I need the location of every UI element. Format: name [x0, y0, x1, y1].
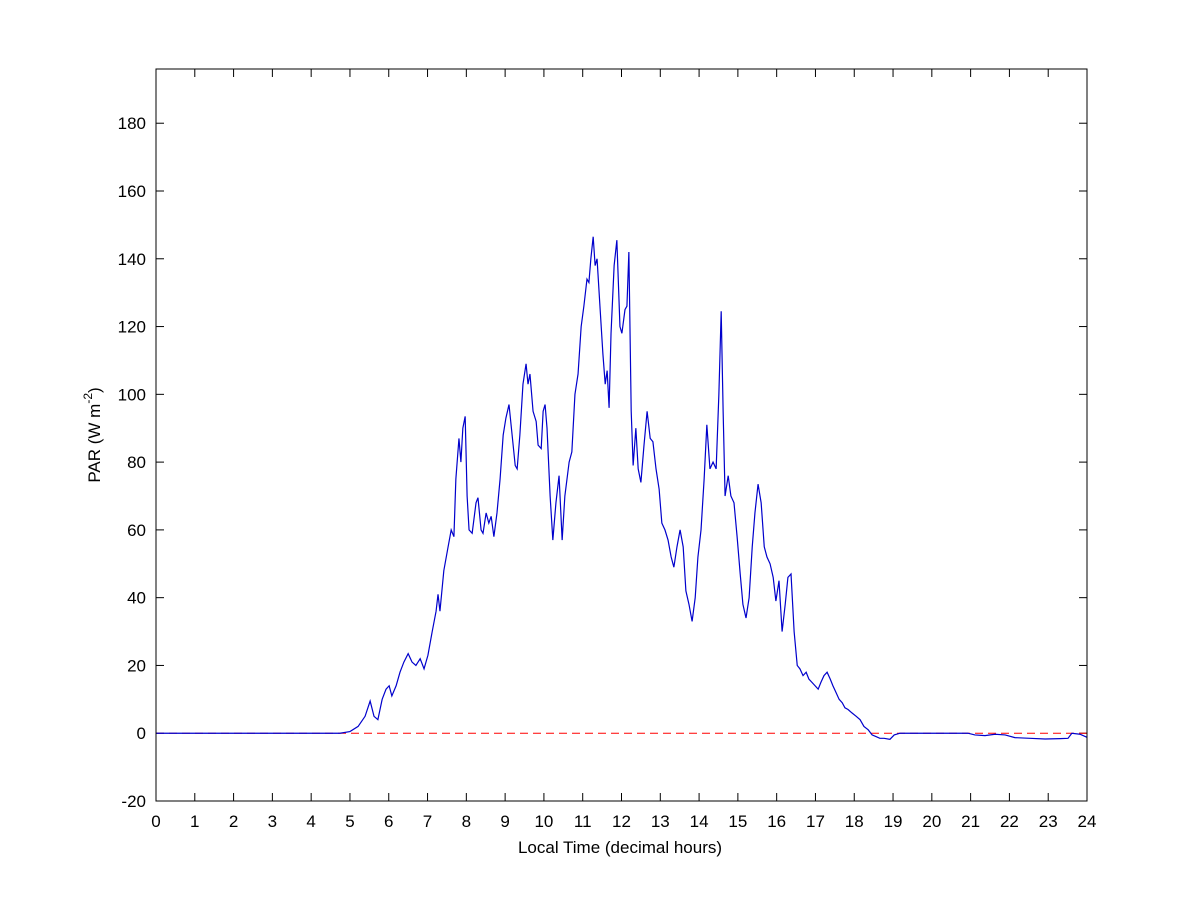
x-tick-label: 10	[534, 812, 553, 831]
y-tick-label: 140	[118, 250, 146, 269]
x-tick-label: 7	[423, 812, 432, 831]
x-tick-label: 1	[190, 812, 199, 831]
x-tick-label: 9	[500, 812, 509, 831]
x-tick-label: 16	[767, 812, 786, 831]
x-tick-label: 6	[384, 812, 393, 831]
x-tick-label: 13	[651, 812, 670, 831]
x-tick-label: 17	[806, 812, 825, 831]
x-tick-label: 0	[151, 812, 160, 831]
x-tick-label: 12	[612, 812, 631, 831]
y-tick-label: 100	[118, 385, 146, 404]
x-tick-label: 20	[922, 812, 941, 831]
y-tick-label: 80	[127, 453, 146, 472]
y-axis-label-superscript: -2	[81, 393, 95, 404]
y-tick-label: 180	[118, 114, 146, 133]
x-tick-label: 2	[229, 812, 238, 831]
x-tick-label: 8	[462, 812, 471, 831]
x-tick-label: 22	[1000, 812, 1019, 831]
y-axis-label-suffix: )	[85, 387, 104, 393]
x-tick-label: 3	[268, 812, 277, 831]
y-axis-label: PAR (W m-2)	[81, 387, 104, 482]
y-tick-label: 0	[137, 724, 146, 743]
y-axis-label-text: PAR (W m	[85, 404, 104, 483]
axes-box	[155, 68, 1088, 802]
plot-area	[156, 69, 1087, 801]
x-tick-label: 18	[845, 812, 864, 831]
x-axis-label: Local Time (decimal hours)	[518, 838, 722, 857]
y-tick-label: 20	[127, 656, 146, 675]
y-tick-label: 60	[127, 521, 146, 540]
x-tick-label: 5	[345, 812, 354, 831]
x-tick-label: 19	[884, 812, 903, 831]
y-tick-label: 120	[118, 318, 146, 337]
data-line	[156, 236, 1088, 740]
y-tick-label: 40	[127, 589, 146, 608]
x-tick-label: 15	[728, 812, 747, 831]
y-tick-label: 160	[118, 182, 146, 201]
x-tick-label: 24	[1078, 812, 1097, 831]
x-tick-label: 23	[1039, 812, 1058, 831]
y-tick-label: -20	[121, 792, 146, 811]
x-tick-label: 21	[961, 812, 980, 831]
x-tick-label: 4	[306, 812, 315, 831]
x-tick-label: 11	[574, 812, 592, 831]
x-tick-label: 14	[690, 812, 709, 831]
